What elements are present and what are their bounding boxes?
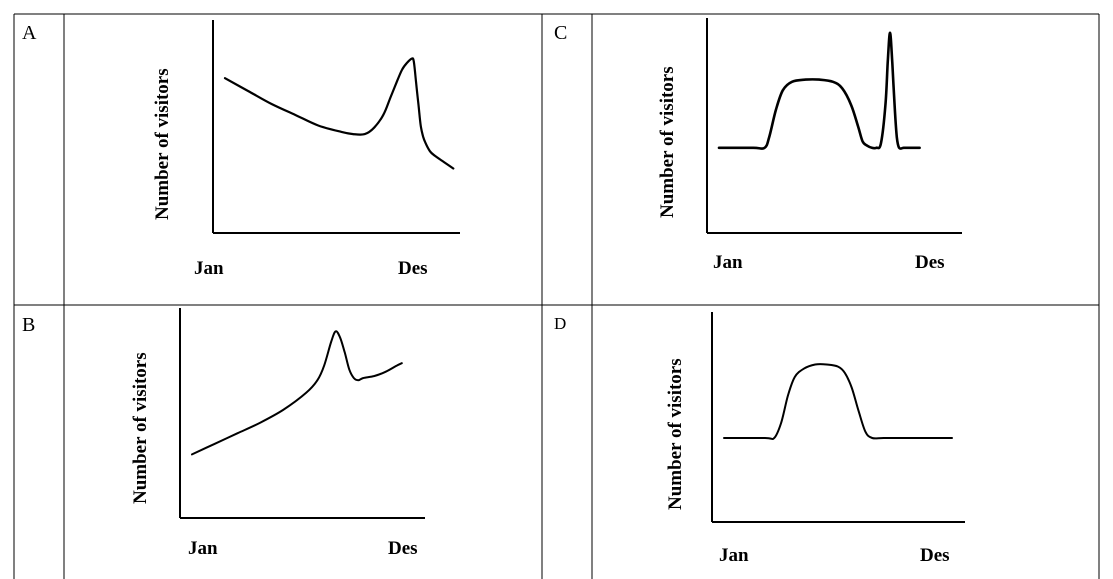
x-tick-des-b: Des — [388, 538, 418, 559]
x-tick-jan-a: Jan — [194, 258, 224, 279]
x-tick-jan-c: Jan — [713, 252, 743, 273]
panel-letter-d: D — [554, 314, 567, 333]
x-tick-jan-d: Jan — [719, 545, 749, 566]
panel-letter-b: B — [22, 314, 36, 336]
x-tick-des-d: Des — [920, 545, 950, 566]
series-line-b — [191, 330, 403, 456]
x-tick-des-c: Des — [915, 252, 945, 273]
panel-letter-a: A — [22, 22, 37, 44]
chart-b — [179, 308, 425, 519]
x-tick-jan-b: Jan — [188, 538, 218, 559]
series-line-c — [717, 31, 921, 150]
series-line-d — [723, 363, 953, 441]
x-tick-des-a: Des — [398, 258, 428, 279]
chart-d — [711, 312, 965, 523]
series-line-a — [223, 57, 455, 170]
panel-letter-c: C — [554, 22, 568, 44]
chart-a — [212, 20, 460, 234]
chart-c — [706, 18, 962, 234]
